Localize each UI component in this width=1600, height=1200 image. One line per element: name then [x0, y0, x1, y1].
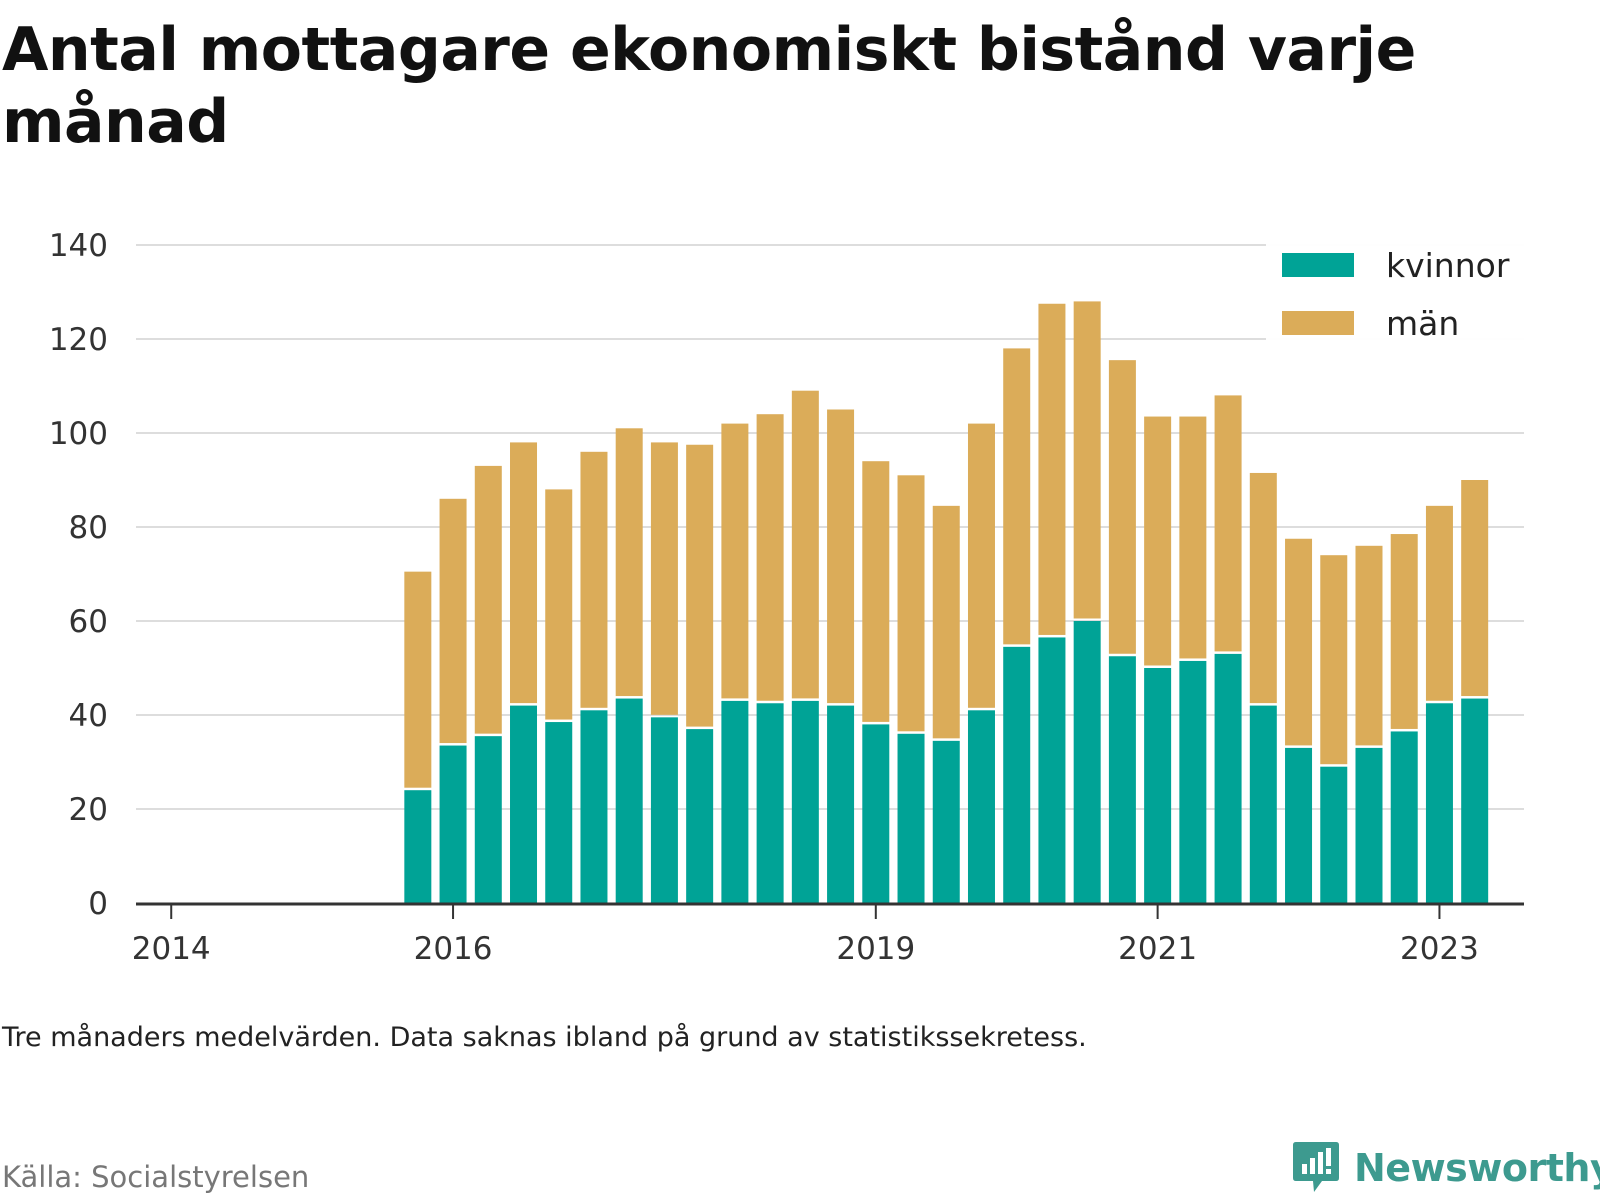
- bar-man: [474, 465, 502, 734]
- bar-man: [791, 390, 819, 699]
- brand-logo: Newsworthy: [1292, 1140, 1600, 1196]
- bar-man: [756, 414, 784, 701]
- legend-swatch: [1282, 311, 1354, 335]
- bar-man: [1249, 472, 1277, 704]
- bar-kvinnor: [827, 705, 855, 903]
- bar-man: [1108, 360, 1136, 654]
- bar-kvinnor: [1108, 656, 1136, 903]
- y-tick-label: 0: [88, 886, 108, 922]
- y-tick-label: 40: [69, 698, 108, 734]
- bar-kvinnor: [545, 722, 573, 903]
- source-label: Källa: Socialstyrelsen: [2, 1160, 310, 1194]
- bar-kvinnor: [1320, 766, 1348, 903]
- x-axis: 2014 2016 2019 2021 2023: [132, 902, 1524, 967]
- bar-kvinnor: [1461, 698, 1489, 903]
- bar-man: [1285, 538, 1313, 746]
- bar-kvinnor: [932, 740, 960, 903]
- bar-man: [897, 475, 925, 732]
- bar-man: [1355, 545, 1383, 746]
- bar-man: [1038, 303, 1066, 635]
- x-tick-label: 2014: [132, 931, 211, 967]
- y-tick-label: 80: [69, 510, 108, 546]
- y-tick-label: 60: [69, 604, 108, 640]
- legend: kvinnor män: [1266, 243, 1534, 343]
- bar-man: [721, 423, 749, 699]
- bar-kvinnor: [1003, 646, 1031, 903]
- bar-kvinnor: [791, 700, 819, 903]
- bar-man: [1320, 555, 1348, 765]
- bar-kvinnor: [1144, 668, 1172, 903]
- bar-kvinnor: [1285, 747, 1313, 903]
- legend-label: kvinnor: [1386, 246, 1510, 285]
- brand-name: Newsworthy: [1354, 1146, 1600, 1190]
- bars: [404, 301, 1489, 903]
- x-tick-label: 2019: [836, 931, 915, 967]
- y-tick-label: 20: [69, 792, 108, 828]
- bar-kvinnor: [1179, 660, 1207, 903]
- y-tick-label: 140: [49, 228, 108, 264]
- chart-note: Tre månaders medelvärden. Data saknas ib…: [2, 1022, 1087, 1053]
- bar-man: [1214, 395, 1242, 652]
- bar-man: [1144, 416, 1172, 666]
- bar-kvinnor: [510, 705, 538, 903]
- bar-kvinnor: [1425, 703, 1453, 903]
- bar-kvinnor: [1038, 637, 1066, 903]
- bar-kvinnor: [1249, 705, 1277, 903]
- bar-man: [1461, 480, 1489, 697]
- bar-man: [510, 442, 538, 704]
- y-tick-label: 100: [49, 416, 108, 452]
- bar-kvinnor: [404, 790, 432, 903]
- bar-kvinnor: [474, 736, 502, 903]
- bar-kvinnor: [686, 729, 714, 903]
- bar-man: [545, 489, 573, 720]
- bar-kvinnor: [756, 703, 784, 903]
- bar-man: [404, 571, 432, 788]
- bar-man: [686, 444, 714, 727]
- legend-swatch: [1282, 253, 1354, 277]
- y-tick-label: 120: [49, 322, 108, 358]
- bar-man: [1425, 505, 1453, 701]
- bar-man: [1073, 301, 1101, 619]
- bar-kvinnor: [1390, 731, 1418, 903]
- x-tick-label: 2023: [1400, 931, 1479, 967]
- chart-title: Antal mottagare ekonomiskt bistånd varje…: [2, 15, 1416, 157]
- bar-kvinnor: [967, 710, 995, 903]
- x-tick-label: 2016: [414, 931, 493, 967]
- bar-kvinnor: [1073, 621, 1101, 903]
- bar-man: [1390, 534, 1418, 729]
- bar-man: [1179, 416, 1207, 659]
- bar-kvinnor: [439, 745, 467, 903]
- newsworthy-logo-icon: [1293, 1142, 1339, 1192]
- bar-kvinnor: [650, 717, 678, 903]
- bar-man: [862, 461, 890, 722]
- bar-kvinnor: [580, 710, 608, 903]
- bar-kvinnor: [1355, 747, 1383, 903]
- bar-man: [967, 423, 995, 708]
- bar-man: [580, 451, 608, 708]
- bar-kvinnor: [615, 698, 643, 903]
- bar-man: [827, 409, 855, 704]
- bar-man: [1003, 348, 1031, 645]
- bar-kvinnor: [862, 724, 890, 903]
- bar-man: [650, 442, 678, 715]
- y-axis: 0 20 40 60 80 100 120 140: [49, 228, 108, 922]
- bar-man: [932, 505, 960, 739]
- x-tick-label: 2021: [1118, 931, 1197, 967]
- bar-kvinnor: [897, 733, 925, 903]
- legend-label: män: [1386, 304, 1459, 343]
- bar-man: [615, 428, 643, 697]
- bar-kvinnor: [1214, 653, 1242, 903]
- bar-man: [439, 498, 467, 744]
- bar-kvinnor: [721, 700, 749, 903]
